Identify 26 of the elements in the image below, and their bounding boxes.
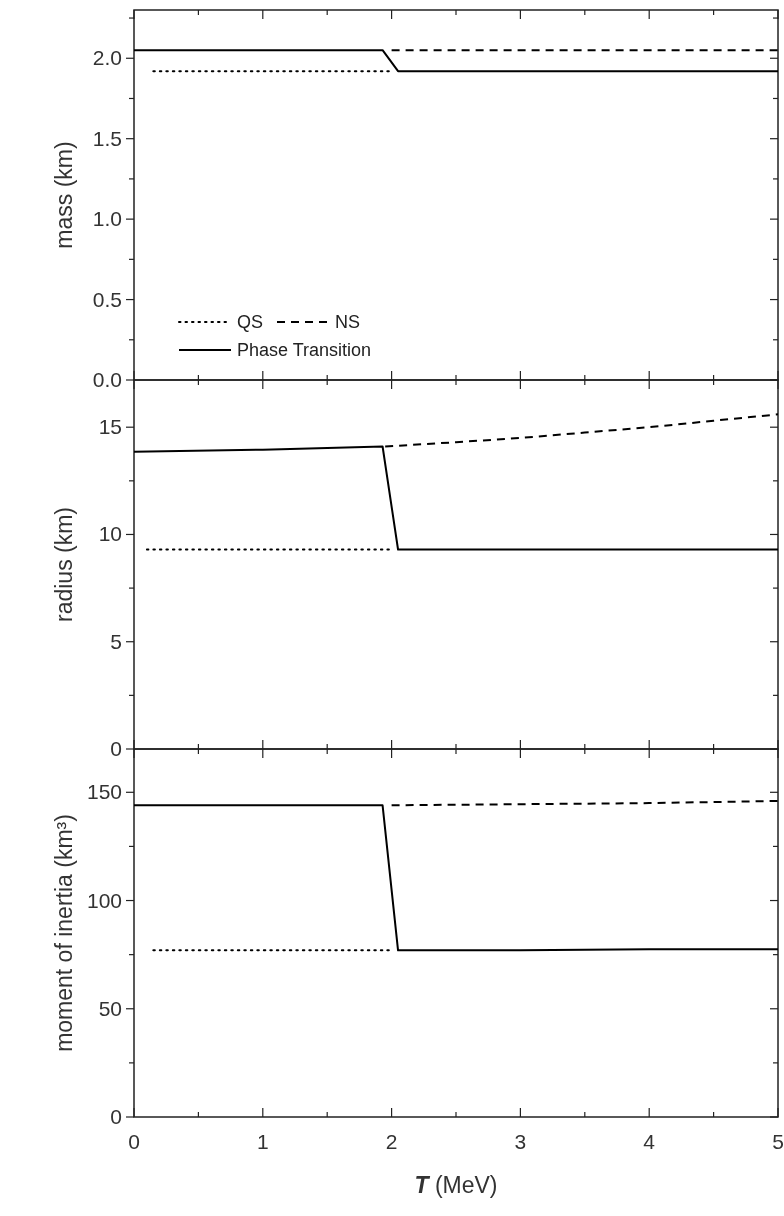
y-tick-label: 0 xyxy=(110,737,122,760)
y-tick-label: 5 xyxy=(110,629,122,653)
y-tick-label: 0.5 xyxy=(92,287,122,311)
y-tick-label: 0 xyxy=(110,1105,122,1128)
x-tick-label: 0 xyxy=(128,1130,140,1153)
legend-label: NS xyxy=(335,312,361,332)
x-tick-label: 1 xyxy=(256,1130,269,1153)
y-axis-title: radius (km) xyxy=(51,506,77,623)
x-tick-label: 3 xyxy=(514,1130,527,1153)
y-tick-label: 15 xyxy=(98,415,122,439)
y-tick-label: 1.5 xyxy=(92,126,122,150)
y-tick-label: 50 xyxy=(98,996,122,1020)
y-tick-label: 2.0 xyxy=(92,46,122,70)
y-axis-title: moment of inertia (km³) xyxy=(51,814,77,1052)
x-tick-label: 5 xyxy=(772,1130,784,1153)
x-tick-label: 4 xyxy=(643,1130,656,1153)
y-tick-label: 1.0 xyxy=(92,207,122,231)
legend-label: Phase Transition xyxy=(237,340,372,360)
x-axis-title: T (MeV) xyxy=(414,1172,498,1198)
y-tick-label: 100 xyxy=(86,888,122,912)
y-tick-label: 10 xyxy=(98,522,122,546)
y-tick-label: 150 xyxy=(86,780,122,804)
y-axis-title: mass (km) xyxy=(51,141,77,249)
legend-label: QS xyxy=(237,312,264,332)
x-tick-label: 2 xyxy=(385,1130,398,1153)
y-tick-label: 0.0 xyxy=(92,368,122,391)
